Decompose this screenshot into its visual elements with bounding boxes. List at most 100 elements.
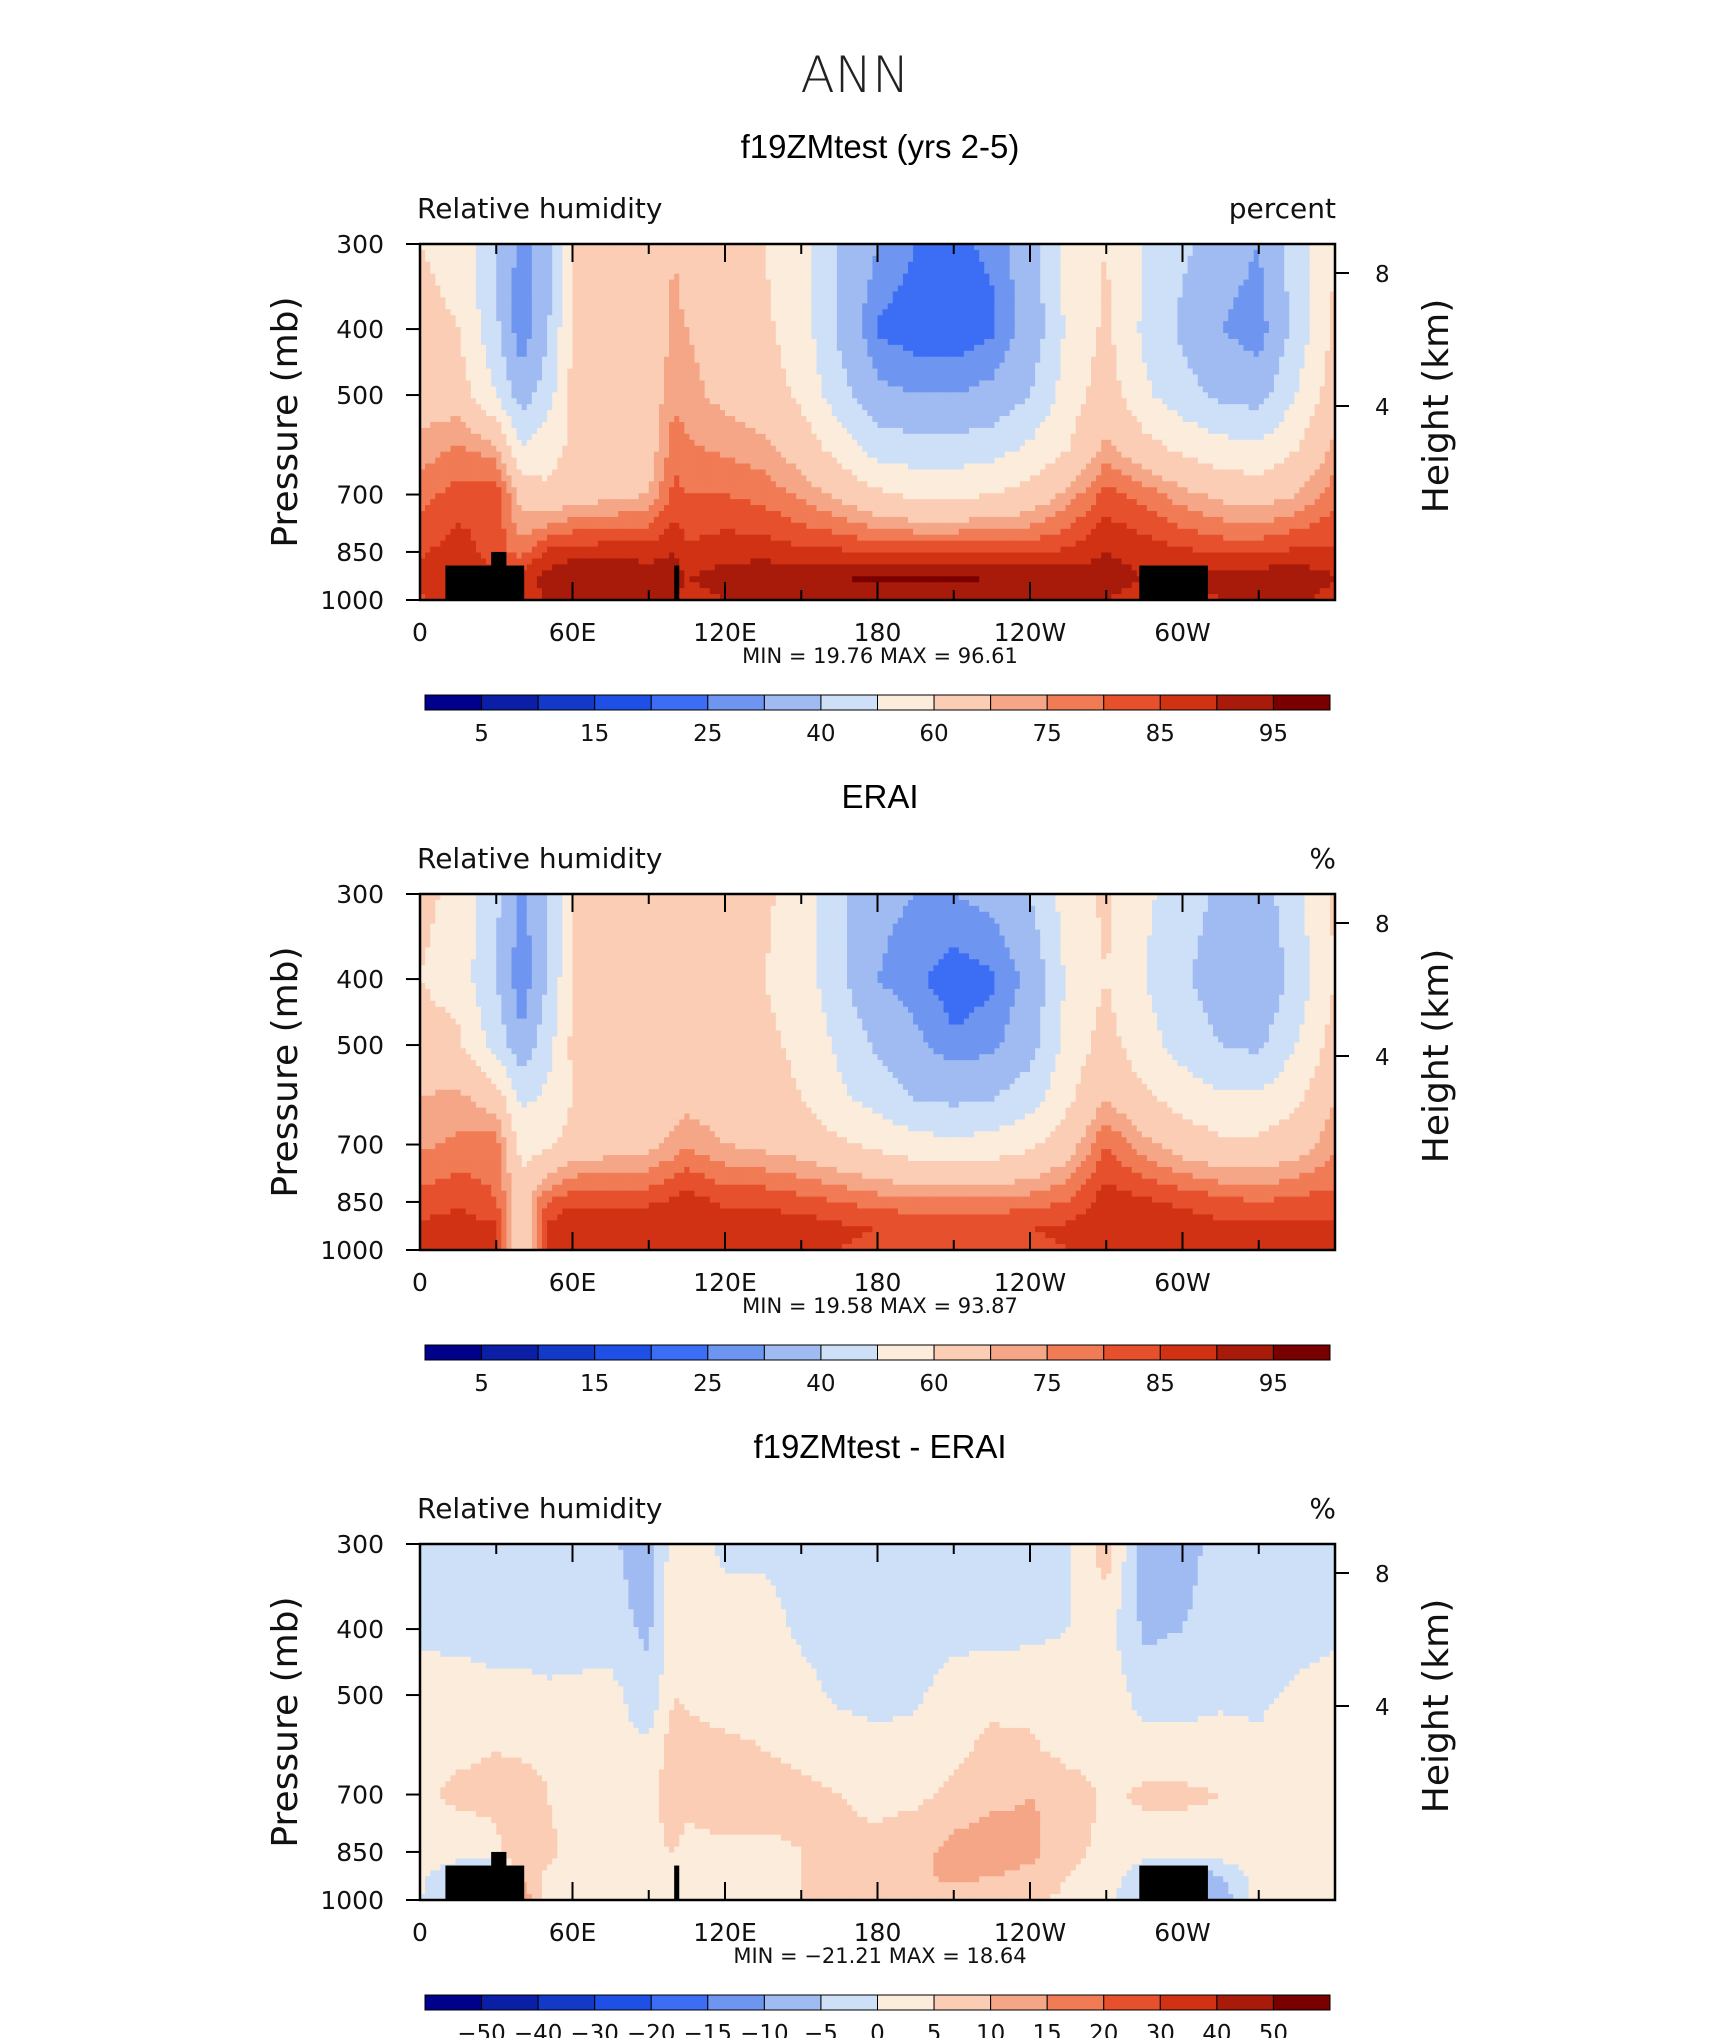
field-cell — [720, 315, 726, 322]
field-cell — [918, 363, 924, 370]
field-cell — [933, 321, 939, 328]
field-cell — [1279, 315, 1285, 322]
field-cell — [1071, 286, 1077, 293]
field-cell — [1315, 339, 1321, 346]
field-cell — [547, 351, 553, 358]
field-cell — [1198, 250, 1204, 257]
field-cell — [776, 345, 782, 352]
field-cell — [1279, 357, 1285, 364]
field-cell — [1203, 351, 1209, 358]
field-cell — [811, 386, 817, 393]
field-cell — [888, 339, 894, 346]
field-cell — [598, 357, 604, 364]
field-cell — [659, 351, 665, 358]
field-cell — [1127, 286, 1133, 293]
field-cell — [654, 357, 660, 364]
field-cell — [893, 286, 899, 293]
field-cell — [476, 309, 482, 316]
field-cell — [1111, 392, 1117, 399]
field-cell — [1010, 339, 1016, 346]
field-cell — [1101, 315, 1107, 322]
field-cell — [491, 262, 497, 269]
field-cell — [608, 268, 614, 275]
field-cell — [923, 345, 929, 352]
field-cell — [684, 256, 690, 263]
field-cell — [954, 351, 960, 358]
field-cell — [501, 386, 507, 393]
field-cell — [1177, 297, 1183, 304]
field-cell — [1177, 375, 1183, 382]
field-cell — [542, 274, 548, 281]
field-cell — [791, 392, 797, 399]
field-cell — [908, 398, 914, 405]
field-cell — [725, 309, 731, 316]
field-cell — [735, 375, 741, 382]
field-cell — [527, 280, 533, 287]
field-cell — [1198, 375, 1204, 382]
field-cell — [679, 286, 685, 293]
field-cell — [1055, 351, 1061, 358]
field-cell — [806, 309, 812, 316]
field-cell — [1279, 351, 1285, 358]
field-cell — [725, 268, 731, 275]
field-cell — [578, 363, 584, 370]
field-cell — [496, 315, 502, 322]
field-cell — [832, 303, 838, 310]
field-cell — [1249, 309, 1255, 316]
field-cell — [766, 369, 772, 376]
field-cell — [903, 291, 909, 298]
field-cell — [786, 380, 792, 387]
field-cell — [445, 321, 451, 328]
field-cell — [1305, 380, 1311, 387]
field-cell — [913, 315, 919, 322]
field-cell — [466, 392, 472, 399]
field-cell — [1188, 386, 1194, 393]
field-cell — [822, 256, 828, 263]
field-cell — [817, 333, 823, 340]
field-cell — [903, 256, 909, 263]
field-cell — [766, 286, 772, 293]
field-cell — [750, 339, 756, 346]
field-cell — [1055, 327, 1061, 334]
field-cell — [654, 291, 660, 298]
field-cell — [1020, 351, 1026, 358]
field-cell — [1223, 286, 1229, 293]
field-cell — [1238, 250, 1244, 257]
field-cell — [1157, 256, 1163, 263]
field-cell — [593, 398, 599, 405]
field-cell — [908, 286, 914, 293]
field-cell — [1142, 268, 1148, 275]
field-cell — [1142, 286, 1148, 293]
field-cell — [1162, 291, 1168, 298]
field-cell — [466, 357, 472, 364]
field-cell — [898, 398, 904, 405]
field-cell — [949, 333, 955, 340]
field-cell — [918, 297, 924, 304]
field-cell — [593, 280, 599, 287]
field-cell — [1086, 398, 1092, 405]
field-cell — [476, 392, 482, 399]
field-cell — [1045, 262, 1051, 269]
field-cell — [928, 321, 934, 328]
field-cell — [1132, 315, 1138, 322]
field-cell — [715, 262, 721, 269]
field-cell — [679, 339, 685, 346]
field-cell — [822, 363, 828, 370]
field-cell — [1096, 274, 1102, 281]
field-cell — [644, 386, 650, 393]
field-cell — [1167, 327, 1173, 334]
field-cell — [1086, 380, 1092, 387]
field-cell — [801, 280, 807, 287]
field-cell — [898, 363, 904, 370]
field-cell — [1177, 392, 1183, 399]
field-cell — [806, 392, 812, 399]
field-cell — [1198, 369, 1204, 376]
field-cell — [674, 333, 680, 340]
field-cell — [679, 280, 685, 287]
field-cell — [476, 286, 482, 293]
field-cell — [501, 256, 507, 263]
field-cell — [1005, 363, 1011, 370]
field-cell — [944, 380, 950, 387]
field-cell — [715, 392, 721, 399]
field-cell — [1132, 327, 1138, 334]
